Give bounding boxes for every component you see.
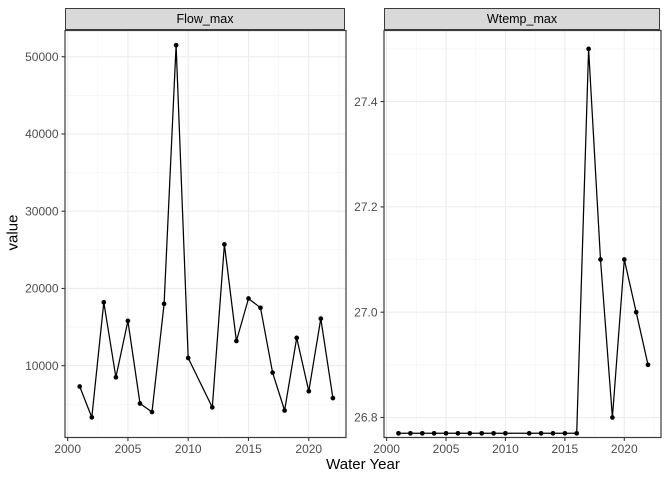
- data-point: [538, 430, 544, 436]
- data-point: [185, 355, 191, 361]
- data-point: [574, 430, 580, 436]
- y-tick-label: 27.0: [354, 305, 378, 319]
- data-point: [137, 401, 143, 406]
- x-tick-label: 2010: [175, 442, 202, 456]
- data-point: [113, 374, 119, 380]
- data-point: [621, 257, 627, 262]
- data-point: [258, 305, 263, 311]
- panel-border: [383, 29, 662, 439]
- panel-border: [64, 29, 347, 439]
- y-tick-label: 40000: [25, 127, 59, 141]
- x-axis-title: Water Year: [326, 456, 400, 473]
- data-point: [222, 242, 227, 247]
- data-point: [77, 384, 83, 389]
- x-tick-label: 2000: [54, 442, 81, 456]
- y-tick-label: 27.4: [354, 95, 378, 109]
- y-tick-label: 26.8: [354, 411, 378, 425]
- x-tick-label: 2005: [115, 442, 142, 456]
- facet-strip-flow-max: Flow_max: [65, 8, 345, 30]
- data-point: [598, 257, 603, 262]
- data-point: [270, 370, 275, 375]
- y-tick-label: 20000: [25, 282, 59, 296]
- panel-background: [65, 30, 346, 438]
- data-point: [396, 430, 401, 436]
- data-point: [173, 42, 179, 48]
- data-point: [408, 430, 413, 436]
- data-point: [526, 430, 532, 436]
- y-tick-label: 10000: [25, 359, 59, 373]
- y-tick-label: 50000: [25, 50, 59, 64]
- x-tick-label: 2000: [373, 442, 400, 456]
- y-tick-label: 30000: [25, 204, 59, 218]
- data-point: [467, 430, 473, 436]
- data-point: [209, 405, 215, 410]
- data-point: [562, 430, 568, 436]
- x-tick-label: 2015: [552, 442, 579, 456]
- data-point: [161, 301, 167, 307]
- x-tick-label: 2020: [295, 442, 322, 456]
- data-point: [586, 46, 591, 52]
- x-tick-label: 2015: [235, 442, 262, 456]
- data-point: [610, 415, 615, 420]
- data-point: [633, 309, 639, 315]
- data-point: [455, 430, 461, 436]
- x-tick-label: 2005: [433, 442, 460, 456]
- y-tick-label: 27.2: [354, 200, 378, 214]
- data-point: [645, 362, 651, 368]
- data-point: [234, 338, 239, 344]
- y-axis-title: value: [4, 214, 22, 251]
- data-point: [306, 388, 312, 394]
- data-point: [431, 430, 437, 436]
- facet-strip-wtemp-max: Wtemp_max: [384, 8, 660, 30]
- x-tick-label: 2010: [492, 442, 519, 456]
- data-point: [282, 408, 287, 413]
- data-point: [479, 430, 485, 436]
- facet-strip-flow-max-label: Flow_max: [176, 12, 234, 26]
- data-point: [89, 415, 95, 420]
- data-point: [550, 430, 556, 436]
- data-point: [294, 335, 300, 341]
- x-tick-label: 2020: [611, 442, 638, 456]
- data-point: [101, 299, 107, 305]
- data-point: [318, 316, 324, 321]
- data-point: [149, 409, 155, 415]
- data-point: [503, 430, 508, 436]
- data-point: [491, 430, 496, 436]
- data-point: [419, 430, 425, 436]
- data-point: [330, 395, 336, 401]
- facet-strip-wtemp-max-label: Wtemp_max: [486, 12, 558, 26]
- data-point: [246, 296, 251, 301]
- data-point: [443, 430, 449, 436]
- panel-background: [384, 30, 661, 438]
- data-point: [125, 318, 131, 324]
